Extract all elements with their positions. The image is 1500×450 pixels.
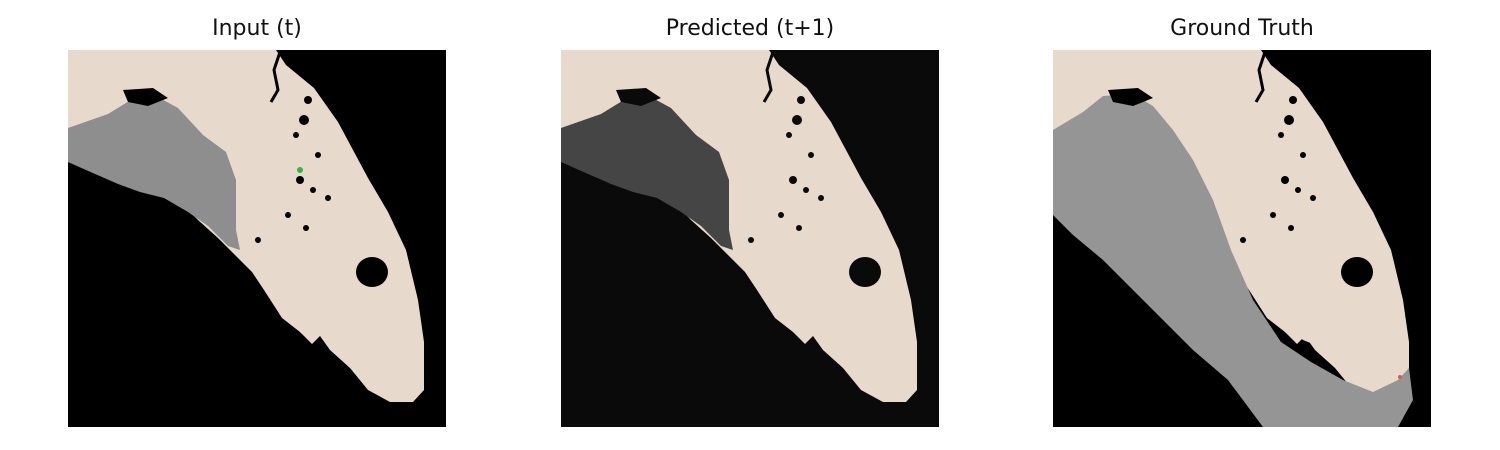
panel-input: Input (t) xyxy=(68,0,446,450)
cloud-cover xyxy=(561,96,733,250)
river xyxy=(269,51,282,103)
cloud-cover xyxy=(1053,94,1413,427)
river xyxy=(1254,51,1267,103)
marker-dot xyxy=(1398,375,1402,379)
satellite-image-input xyxy=(68,50,446,427)
lakes xyxy=(255,96,331,243)
river xyxy=(762,51,775,103)
cloud-shadow xyxy=(1108,88,1153,106)
panel-title: Ground Truth xyxy=(1170,16,1314,41)
lakes xyxy=(748,96,824,243)
cloud-shadow xyxy=(616,88,661,106)
cloud-cover xyxy=(68,96,240,250)
land-strip xyxy=(1278,314,1408,380)
lake-okeechobee xyxy=(1341,257,1373,287)
lakes xyxy=(1240,96,1316,243)
panel-ground-truth: Ground Truth xyxy=(1053,0,1431,450)
lake-okeechobee xyxy=(356,257,388,287)
cloud-shadow xyxy=(123,88,168,106)
vegetation-spot xyxy=(297,167,303,173)
lake-okeechobee xyxy=(849,257,881,287)
panel-predicted: Predicted (t+1) xyxy=(561,0,939,450)
panel-title: Predicted (t+1) xyxy=(665,16,835,41)
satellite-image-predicted xyxy=(561,50,939,427)
satellite-image-ground-truth xyxy=(1053,50,1431,427)
panel-title: Input (t) xyxy=(212,16,302,41)
